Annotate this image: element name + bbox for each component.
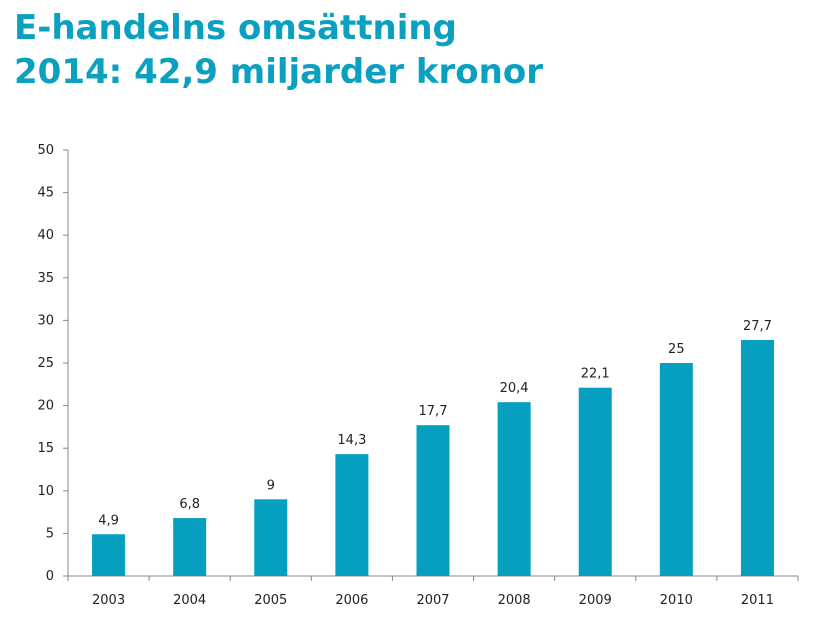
y-tick-label: 0 (46, 569, 54, 584)
x-tick-label-2008: 2008 (498, 593, 531, 608)
x-tick-label-2004: 2004 (173, 593, 206, 608)
chart-labels: 0 5 10 15 20 25 30 35 40 45 50 4,9 2003 6,8 2004 9 2005 1… (37, 143, 774, 608)
y-tick-label: 10 (37, 484, 54, 499)
y-tick-label: 50 (37, 143, 54, 158)
x-tick-label-2009: 2009 (579, 593, 612, 608)
bar-2005 (254, 499, 288, 576)
y-tick-label: 40 (37, 228, 54, 243)
x-tick-label-2007: 2007 (416, 593, 449, 608)
chart-title-line-2: 2014: 42,9 miljarder kronor (14, 52, 543, 92)
x-tick-label-2010: 2010 (660, 593, 693, 608)
y-tick-label: 5 (46, 526, 54, 541)
y-tick-label: 25 (37, 356, 54, 371)
data-label-2005: 9 (267, 478, 275, 493)
chart-bars (92, 339, 774, 576)
y-tick-label: 15 (37, 441, 54, 456)
y-tick-label: 45 (37, 186, 54, 201)
bar-2004 (173, 518, 207, 576)
y-tick-label: 20 (37, 399, 54, 414)
bar-2006 (335, 454, 369, 576)
data-label-2010: 25 (668, 342, 685, 357)
data-label-2008: 20,4 (500, 381, 529, 396)
data-label-2003: 4,9 (98, 513, 119, 528)
data-label-2007: 17,7 (419, 404, 448, 419)
bar-2010 (659, 363, 693, 576)
x-tick-label-2003: 2003 (92, 593, 125, 608)
data-label-2009: 22,1 (581, 367, 610, 382)
bar-2011 (740, 339, 774, 576)
x-tick-label-2006: 2006 (335, 593, 368, 608)
data-label-2011: 27,7 (743, 319, 772, 334)
x-tick-label-2005: 2005 (254, 593, 287, 608)
x-tick-label-2011: 2011 (741, 593, 774, 608)
y-tick-label: 30 (37, 313, 54, 328)
bar-2003 (92, 534, 126, 576)
bar-2009 (578, 387, 612, 576)
data-label-2006: 14,3 (337, 433, 366, 448)
bar-2007 (416, 425, 450, 576)
chart-title: E-handelns omsättning 2014: 42,9 miljard… (14, 6, 543, 94)
chart-title-line-1: E-handelns omsättning (14, 8, 457, 48)
data-label-2004: 6,8 (179, 497, 200, 512)
y-tick-label: 35 (37, 271, 54, 286)
bar-2008 (497, 402, 531, 576)
